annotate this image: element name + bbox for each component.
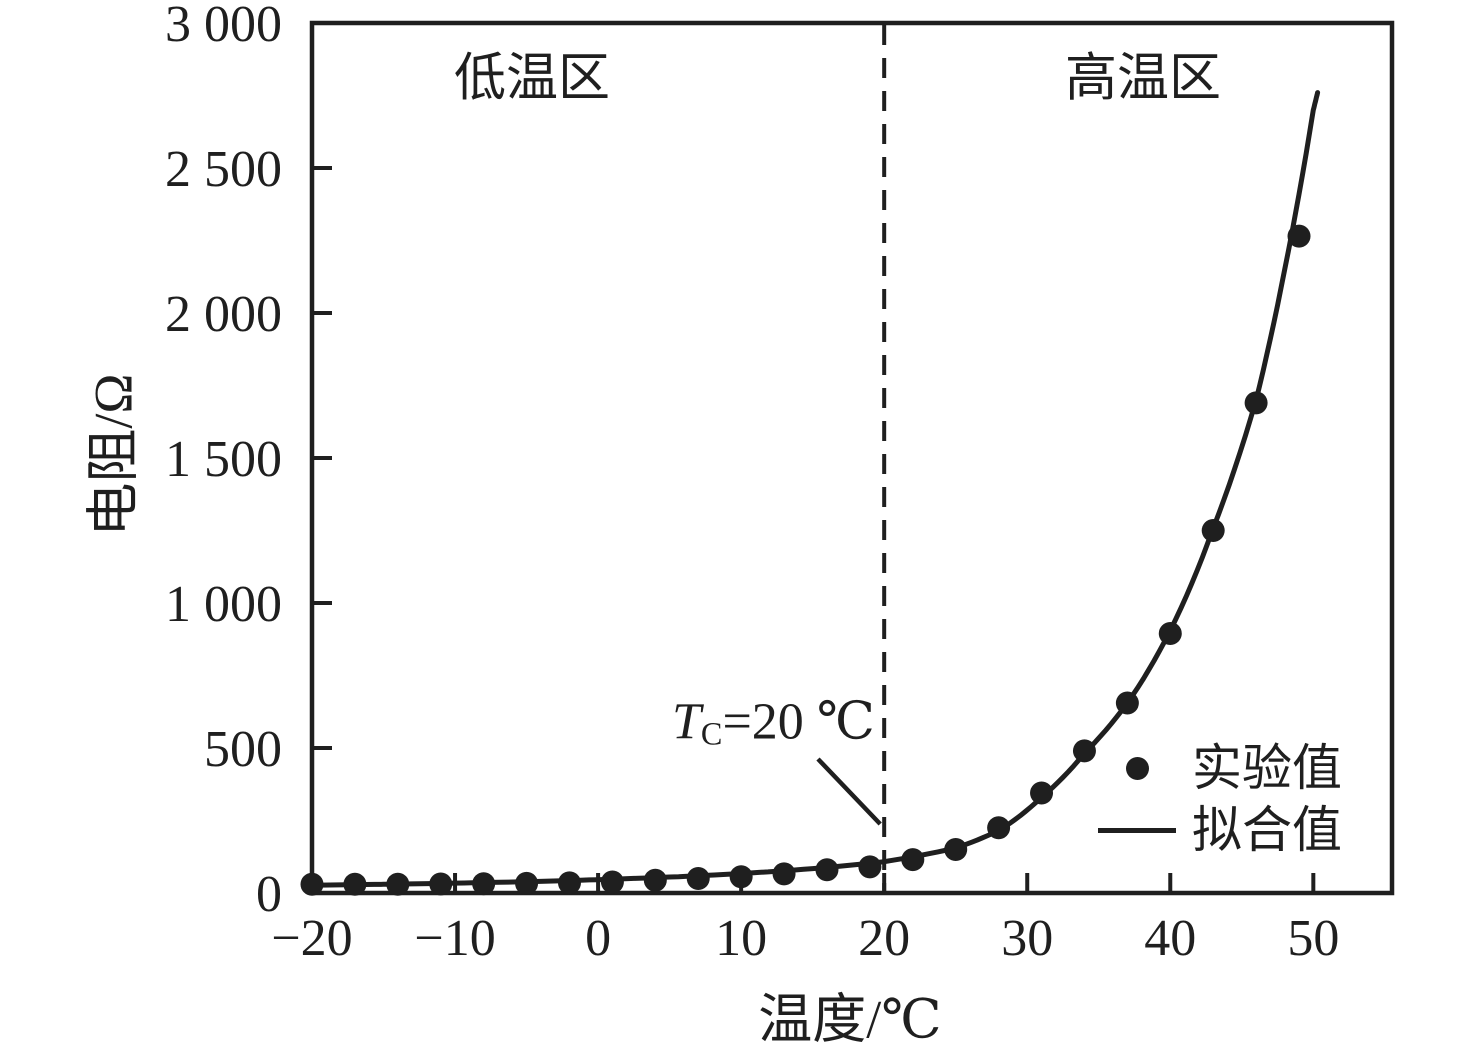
curie-symbol-subscript: C [700, 715, 723, 752]
x-tick-label: 0 [585, 910, 611, 967]
data-point [300, 872, 324, 896]
y-axis-title: 电阻/Ω [83, 373, 144, 537]
x-tick-label: 50 [1287, 910, 1339, 967]
dot-marker-icon [1125, 756, 1149, 780]
y-tick-label: 2 000 [165, 286, 282, 343]
data-point [1158, 621, 1182, 645]
data-point [386, 872, 410, 896]
legend-label-fitted: 拟合值 [1192, 802, 1342, 858]
y-tick-label: 500 [204, 721, 282, 778]
y-tick-label: 0 [256, 866, 282, 923]
curie-symbol: T [672, 693, 701, 751]
x-tick-label: 20 [858, 910, 910, 967]
data-point [686, 867, 710, 890]
x-tick-label: 30 [1001, 910, 1053, 967]
data-point [1201, 519, 1225, 542]
annotation-pointer-line [816, 757, 882, 826]
y-tick-label: 2 500 [165, 141, 282, 198]
data-point [343, 872, 367, 896]
data-point [1072, 739, 1096, 763]
fitted-curve [309, 90, 1321, 888]
data-point [1115, 691, 1139, 715]
data-point [515, 871, 539, 895]
x-tick-label: 40 [1144, 910, 1196, 967]
curie-temperature-annotation: TC=20 ℃ [672, 692, 875, 753]
data-point [901, 848, 925, 872]
data-point [858, 855, 882, 879]
data-point [815, 858, 839, 882]
data-point [557, 871, 581, 895]
curie-value: =20 ℃ [722, 693, 875, 751]
y-tick-label: 1 500 [165, 431, 282, 488]
data-point [600, 870, 624, 894]
x-tick-label: −20 [271, 910, 352, 967]
legend-entry-fitted: 拟合值 [1098, 799, 1342, 861]
legend-marker-box [1098, 827, 1176, 833]
x-axis-title: 温度/℃ [758, 989, 942, 1050]
data-point [729, 865, 753, 889]
line-marker-icon [1098, 827, 1176, 833]
data-point [1244, 391, 1268, 415]
data-point [987, 816, 1011, 840]
data-point [1030, 781, 1054, 805]
x-tick-label: 10 [715, 910, 767, 967]
data-point [1287, 224, 1311, 248]
y-tick-label: 1 000 [165, 576, 282, 633]
x-tick-label: −10 [414, 910, 495, 967]
data-point [944, 838, 968, 861]
data-point [772, 862, 796, 886]
y-tick-label: 3 000 [165, 0, 282, 53]
region-label-low-temp: 低温区 [453, 50, 611, 108]
legend-entry-experimental: 实验值 [1098, 737, 1342, 799]
data-point [643, 868, 667, 892]
legend-marker-box [1098, 756, 1176, 780]
region-label-high-temp: 高温区 [1064, 50, 1222, 108]
legend: 实验值 拟合值 [1098, 737, 1342, 861]
legend-label-experimental: 实验值 [1192, 740, 1342, 796]
data-point [429, 872, 453, 896]
data-point [472, 872, 496, 896]
